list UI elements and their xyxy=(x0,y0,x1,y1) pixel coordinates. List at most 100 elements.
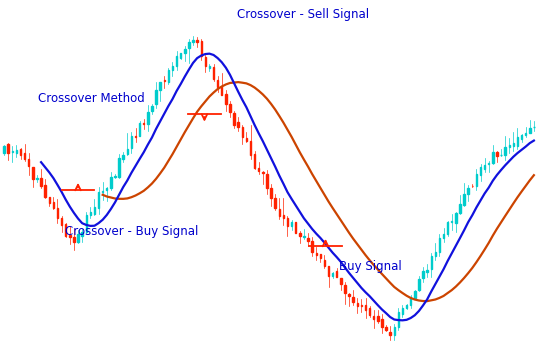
Bar xyxy=(126,149,128,154)
Bar xyxy=(463,194,465,205)
Bar xyxy=(492,152,493,163)
Bar xyxy=(279,209,280,216)
Bar xyxy=(266,174,268,188)
Bar xyxy=(24,153,25,159)
Text: Crossover - Buy Signal: Crossover - Buy Signal xyxy=(65,225,198,238)
Bar xyxy=(180,53,181,58)
Bar xyxy=(139,122,140,136)
Bar xyxy=(390,332,391,335)
Bar xyxy=(114,176,116,177)
Bar xyxy=(246,138,247,141)
Bar xyxy=(65,224,66,236)
Bar xyxy=(90,212,91,216)
Bar xyxy=(484,165,485,169)
Bar xyxy=(529,128,530,133)
Bar xyxy=(28,159,30,166)
Bar xyxy=(217,80,218,88)
Bar xyxy=(443,234,444,238)
Bar xyxy=(237,122,239,127)
Bar xyxy=(131,136,132,148)
Bar xyxy=(147,112,148,124)
Bar xyxy=(508,145,510,147)
Bar xyxy=(414,291,415,298)
Bar xyxy=(480,167,481,175)
Bar xyxy=(36,177,38,179)
Bar xyxy=(287,218,288,226)
Bar xyxy=(192,40,194,42)
Bar xyxy=(274,198,276,208)
Bar xyxy=(164,80,165,81)
Bar xyxy=(73,237,75,242)
Bar xyxy=(176,56,178,66)
Bar xyxy=(418,279,420,290)
Bar xyxy=(57,208,58,218)
Bar xyxy=(332,273,334,276)
Bar xyxy=(204,57,206,66)
Bar xyxy=(315,253,317,255)
Bar xyxy=(282,215,284,218)
Bar xyxy=(398,312,399,327)
Bar xyxy=(159,82,161,90)
Bar xyxy=(377,316,379,321)
Bar xyxy=(250,141,251,155)
Bar xyxy=(312,241,313,252)
Text: Crossover Method: Crossover Method xyxy=(38,92,144,105)
Bar xyxy=(468,188,469,194)
Bar xyxy=(262,172,264,173)
Bar xyxy=(476,174,477,186)
Bar xyxy=(3,146,5,153)
Bar xyxy=(86,215,87,232)
Bar xyxy=(53,202,54,208)
Bar xyxy=(328,266,329,276)
Bar xyxy=(77,234,79,242)
Bar xyxy=(513,143,514,146)
Bar xyxy=(352,297,354,302)
Bar xyxy=(295,223,296,233)
Bar xyxy=(525,133,526,135)
Bar xyxy=(98,191,100,208)
Bar xyxy=(357,303,358,306)
Bar xyxy=(505,147,506,155)
Bar xyxy=(299,232,301,236)
Bar xyxy=(373,316,374,319)
Bar xyxy=(48,197,50,203)
Bar xyxy=(151,106,153,111)
Bar xyxy=(196,40,198,42)
Bar xyxy=(201,41,202,56)
Bar xyxy=(12,151,13,152)
Bar xyxy=(221,86,223,94)
Bar xyxy=(172,66,173,70)
Bar xyxy=(135,136,136,137)
Bar xyxy=(188,42,189,48)
Text: Crossover - Sell Signal: Crossover - Sell Signal xyxy=(237,8,369,21)
Bar xyxy=(451,221,452,222)
Bar xyxy=(406,304,407,308)
Bar xyxy=(516,137,518,146)
Bar xyxy=(349,294,350,296)
Bar xyxy=(438,238,440,252)
Bar xyxy=(16,150,17,153)
Bar xyxy=(225,94,226,104)
Bar xyxy=(381,320,383,327)
Bar xyxy=(320,254,321,258)
Bar xyxy=(102,191,103,192)
Bar xyxy=(184,49,186,53)
Bar xyxy=(430,256,432,270)
Bar xyxy=(143,123,145,124)
Bar xyxy=(118,158,120,177)
Bar xyxy=(110,177,111,188)
Bar xyxy=(291,222,292,226)
Bar xyxy=(45,186,46,197)
Bar xyxy=(410,297,412,305)
Text: Buy Signal: Buy Signal xyxy=(339,260,402,273)
Bar xyxy=(155,90,157,104)
Bar xyxy=(324,260,325,266)
Bar xyxy=(340,278,342,284)
Bar xyxy=(69,235,70,237)
Bar xyxy=(393,327,395,335)
Bar xyxy=(213,67,214,79)
Bar xyxy=(435,252,436,257)
Bar xyxy=(385,327,387,330)
Bar xyxy=(229,104,231,112)
Bar xyxy=(270,188,272,198)
